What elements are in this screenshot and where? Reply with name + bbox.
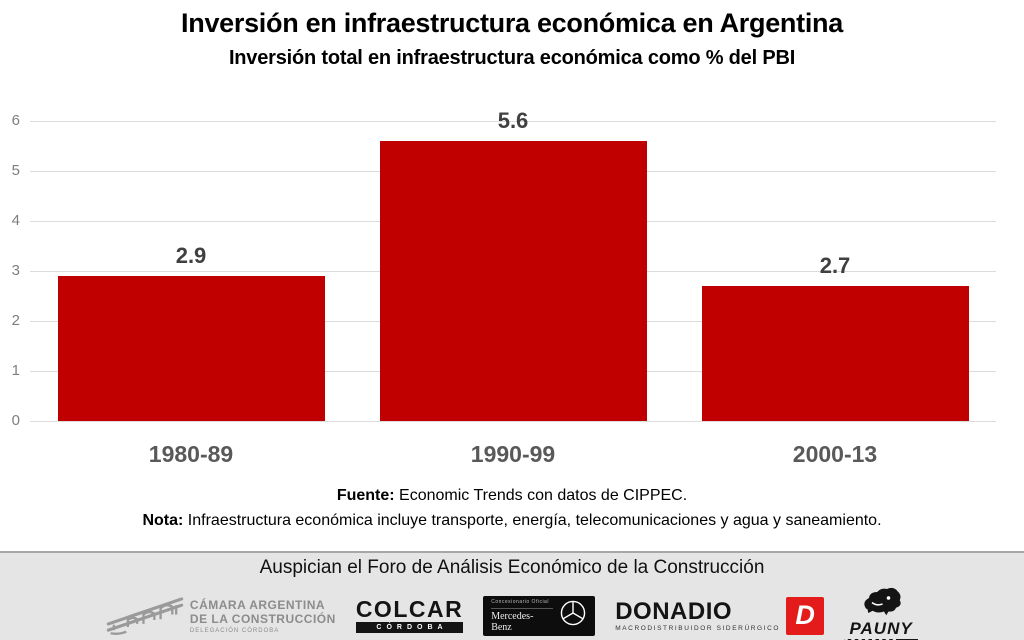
cac-logo-line2: DE LA CONSTRUCCIÓN: [189, 611, 336, 626]
logo-donadio: DONADIO MACRODISTRIBUIDOR SIDERÚRGICO D: [615, 596, 825, 635]
y-tick-label: 0: [11, 412, 20, 429]
donadio-wordmark: DONADIO: [615, 597, 733, 625]
bar-value-label: 2.9: [175, 243, 207, 268]
y-tick-label: 3: [11, 262, 20, 279]
gridline: [30, 421, 996, 422]
mercedes-wordmark: Mercedes-Benz: [491, 607, 554, 633]
note-line: Nota: Infraestructura económica incluye …: [0, 512, 1024, 530]
plot-area: 2.9 5.6 2.7: [30, 108, 996, 422]
x-tick-label: 1990-99: [470, 441, 556, 467]
chart-title: Inversión en infraestructura económica e…: [181, 8, 843, 38]
logo-camara-argentina-construccion: CÁMARA ARGENTINA DE LA CONSTRUCCIÓN DELE…: [106, 591, 336, 640]
bar-2000-13: [701, 286, 969, 421]
cac-logo-line3: DELEGACIÓN CÓRDOBA: [189, 627, 280, 634]
source-label: Fuente:: [336, 487, 395, 504]
bridge-icon: [106, 591, 184, 640]
donadio-tagline: MACRODISTRIBUIDOR SIDERÚRGICO: [615, 624, 781, 632]
cac-logo-line1: CÁMARA ARGENTINA: [189, 597, 326, 612]
donadio-d-badge: D: [786, 596, 825, 635]
y-tick-label: 2: [11, 312, 20, 329]
y-axis: 0 1 2 3 4 5 6: [0, 112, 26, 429]
x-tick-label: 2000-13: [792, 441, 878, 467]
mercedes-dealer-label: Concesionario Oficial: [491, 598, 549, 605]
y-tick-label: 5: [11, 162, 20, 179]
x-tick-label: 1980-89: [148, 441, 234, 467]
mercedes-star-icon: [559, 599, 587, 632]
bar-value-label: 2.7: [819, 253, 851, 278]
logo-colcar: COLCAR CÓRDOBA: [355, 596, 464, 633]
y-tick-label: 4: [11, 212, 20, 229]
y-tick-label: 6: [11, 112, 20, 129]
source-line: Fuente: Economic Trends con datos de CIP…: [0, 487, 1024, 505]
bar-value-label: 5.6: [497, 108, 529, 133]
colcar-cordoba-banner: CÓRDOBA: [355, 622, 464, 633]
footer-title: Auspician el Foro de Análisis Económico …: [259, 557, 765, 578]
logo-pauny: PAUNY: [844, 586, 919, 640]
note-text: Infraestructura económica incluye transp…: [183, 512, 882, 529]
logo-mercedes-benz: Concesionario Oficial Mercedes-Benz: [483, 595, 596, 636]
sponsor-logos: CÁMARA ARGENTINA DE LA CONSTRUCCIÓN DELE…: [0, 586, 1024, 640]
gridline: [30, 121, 996, 122]
source-text: Economic Trends con datos de CIPPEC.: [394, 487, 688, 504]
chart-subtitle: Inversión total en infraestructura econó…: [228, 47, 796, 69]
colcar-wordmark: COLCAR: [355, 596, 464, 622]
pauny-bull-icon: [858, 587, 904, 620]
pauny-wordmark: PAUNY: [849, 619, 913, 638]
y-tick-label: 1: [11, 362, 20, 379]
sponsor-footer: Auspician el Foro de Análisis Económico …: [0, 551, 1024, 640]
bar-1980-89: [57, 276, 325, 421]
x-axis: 1980-89 1990-99 2000-13: [30, 441, 996, 477]
header: Inversión en infraestructura económica e…: [0, 8, 1024, 70]
note-label: Nota:: [142, 512, 184, 529]
bar-1990-99: [379, 141, 647, 421]
